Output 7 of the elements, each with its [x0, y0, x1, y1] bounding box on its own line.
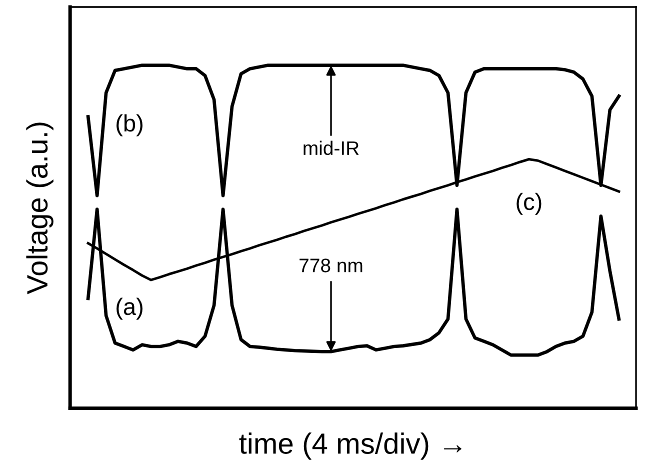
series-label: (c) [516, 192, 542, 215]
y-axis-title: Voltage (a.u.) [26, 122, 54, 294]
annotation: mid-IR [304, 140, 359, 156]
annotation: 778 nm [300, 258, 362, 272]
series-label: (a) [116, 298, 142, 320]
x-axis-title: time (4 ms/div) → [239, 432, 462, 460]
series-label: (b) [116, 114, 142, 136]
